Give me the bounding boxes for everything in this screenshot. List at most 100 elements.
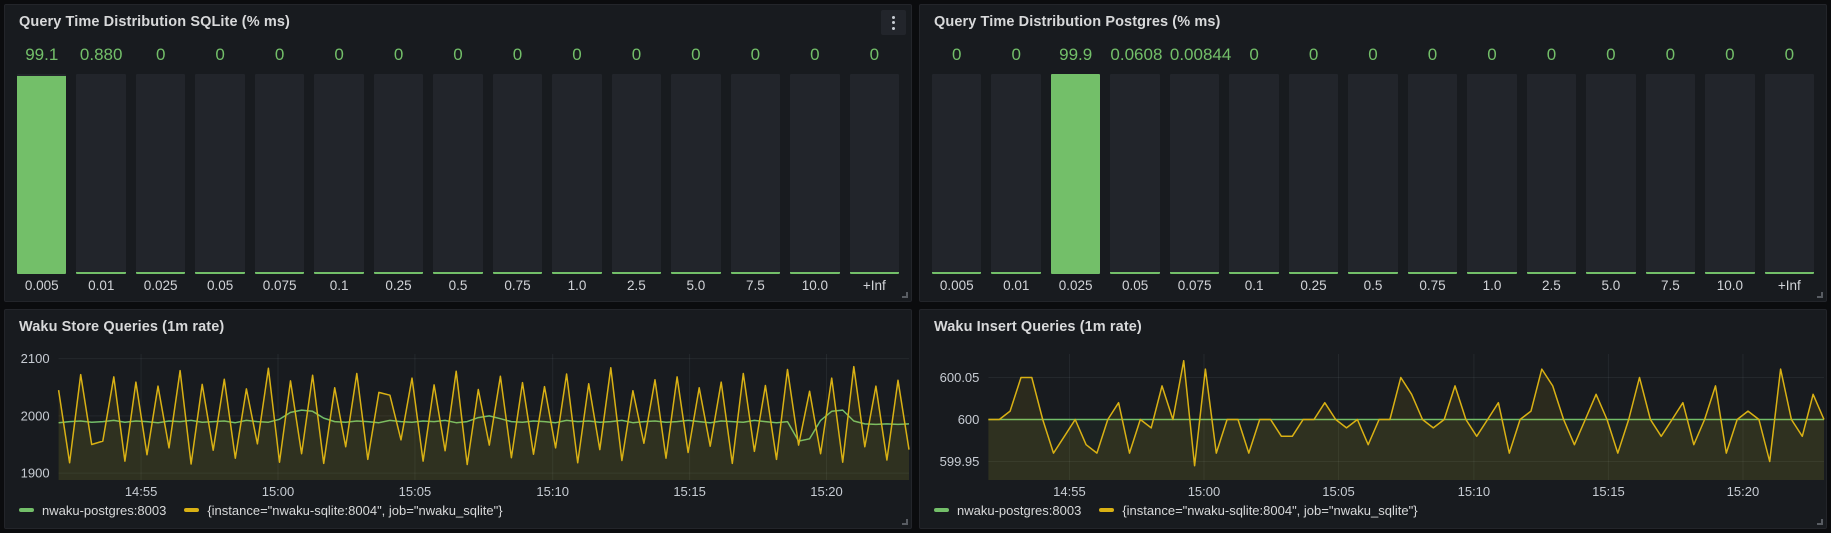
bar-bucket-label: 0.01 [88,278,115,293]
bar-fill [254,272,305,274]
panel-resize-handle[interactable] [902,292,908,298]
bar-value-label: 0 [155,45,166,64]
series-area-fill [988,360,1824,480]
histogram-bar: 0 0.01 [991,43,1041,295]
bar-bucket-label: 10.0 [801,278,828,293]
bar-fill [1110,272,1160,274]
legend-series-label: {instance="nwaku-sqlite:8004", job="nwak… [1122,502,1418,518]
bar-bucket-label: 0.025 [143,278,178,293]
series-line [57,365,910,466]
bar-track [1050,74,1101,274]
bar-track [254,74,305,274]
legend-series-color-icon [934,508,949,512]
panel-query-time-sqlite: Query Time Distribution SQLite (% ms) 99… [4,4,912,302]
histogram-bar: 0.880 0.01 [76,43,126,295]
bar-fill [1050,74,1101,274]
histogram-bar: 0 0.5 [1348,43,1398,295]
panel-title: Waku Insert Queries (1m rate) [934,319,1142,335]
bar-track [790,74,840,274]
bar-fill [1586,272,1636,274]
bar-track [1526,74,1577,274]
panel-header[interactable]: Query Time Distribution Postgres (% ms) [920,5,1826,39]
panel-header[interactable]: Query Time Distribution SQLite (% ms) [5,5,911,39]
panel-resize-handle[interactable] [1817,519,1823,525]
bar-track [849,74,900,274]
insert-queries-chart: 600.05 600 599.95 14:55 15:00 15:05 15:10 15:15… [920,344,1826,500]
x-axis-tick-label: 15:10 [536,484,569,499]
histogram-bar: 0 0.005 [932,43,982,295]
histogram-bar: 0 7.5 [730,43,781,295]
panel-header[interactable]: Waku Store Queries (1m rate) [5,310,911,344]
bar-bucket-label: 0.025 [1058,278,1093,293]
panel-resize-handle[interactable] [902,519,908,525]
legend-item[interactable]: {instance="nwaku-sqlite:8004", job="nwak… [1099,502,1418,518]
legend-series-color-icon [184,508,200,512]
bar-fill [1348,272,1398,274]
timeseries-svg: 600.05 600 599.95 14:55 15:00 15:05 15:10 15:15… [940,354,1825,499]
bar-value-label: 0 [1725,45,1735,64]
x-axis-tick-label: 15:20 [810,484,843,499]
panel-menu-button[interactable] [881,10,906,35]
bar-value-label: 0 [1427,45,1438,64]
bar-fill [492,272,543,274]
legend-item[interactable]: nwaku-postgres:8003 [19,503,166,518]
bar-fill [552,272,602,274]
bar-fill [433,272,483,274]
bar-bucket-label: 0.25 [1300,278,1327,293]
y-axis-tick-label: 2100 [21,351,50,366]
panel-waku-store-queries: Waku Store Queries (1m rate) 2100 2000 190… [4,309,912,529]
histogram-bar: 0 2.5 [611,43,662,295]
bar-fill [611,272,662,274]
y-axis-tick-label: 2000 [21,408,50,423]
bar-track [1288,74,1339,274]
bar-track [671,74,721,274]
bar-track [1110,74,1160,274]
bar-track [17,74,67,274]
bar-bucket-label: 0.005 [24,278,59,293]
bar-value-label: 0 [631,45,642,64]
bar-fill [1645,272,1696,274]
bar-bucket-label: 5.0 [1601,278,1621,293]
legend-series-label: nwaku-postgres:8003 [42,502,167,518]
histogram-bar: 0 1.0 [552,43,602,295]
bar-bucket-label: 0.1 [1244,278,1264,293]
bar-fill [1705,272,1755,274]
bar-fill [1526,272,1577,274]
x-axis-tick-label: 15:00 [262,484,295,499]
panel-resize-handle[interactable] [1817,292,1823,298]
legend-item[interactable]: {instance="nwaku-sqlite:8004", job="nwak… [184,503,503,518]
y-axis-tick-label: 600 [958,412,980,427]
bar-value-label: 0 [1546,45,1557,64]
bar-bucket-label: 2.5 [627,278,646,293]
x-axis-tick-label: 14:55 [125,484,158,499]
bar-bucket-label: +Inf [1777,278,1801,293]
bar-value-label: 0 [1368,45,1378,64]
bar-track [1705,74,1755,274]
bar-track [1645,74,1696,274]
histogram-bar: 0 +Inf [1764,43,1815,295]
bar-value-label: 0 [1249,45,1259,64]
bar-fill [314,272,364,274]
histogram-bar: 0 0.075 [254,43,305,295]
panel-header[interactable]: Waku Insert Queries (1m rate) [920,310,1826,344]
bar-value-label: 0.00844 [1169,45,1232,64]
bar-fill [1467,272,1517,274]
bar-bucket-label: 1.0 [567,278,587,293]
bar-track [611,74,662,274]
x-axis-tick-label: 14:55 [1053,484,1086,499]
legend-item[interactable]: nwaku-postgres:8003 [934,503,1081,518]
histogram-bar: 0 10.0 [790,43,840,295]
bar-value-label: 0 [1665,45,1676,64]
legend-series-color-icon [1099,508,1115,512]
bar-track [135,74,186,274]
x-axis-tick-label: 15:10 [1458,484,1491,499]
bar-value-label: 0.0608 [1110,45,1163,64]
x-axis-tick-label: 15:05 [399,484,432,499]
bar-value-label: 0 [334,45,344,64]
timeseries-svg: 2100 2000 1900 14:55 15:00 15:05 15:10 15:15 15:… [21,351,910,499]
bar-fill [991,272,1041,274]
bar-bucket-label: 0.05 [207,278,234,293]
bar-fill [1169,272,1220,274]
bar-bucket-label: 0.01 [1003,278,1030,293]
histogram-bar: 0 5.0 [1586,43,1636,295]
